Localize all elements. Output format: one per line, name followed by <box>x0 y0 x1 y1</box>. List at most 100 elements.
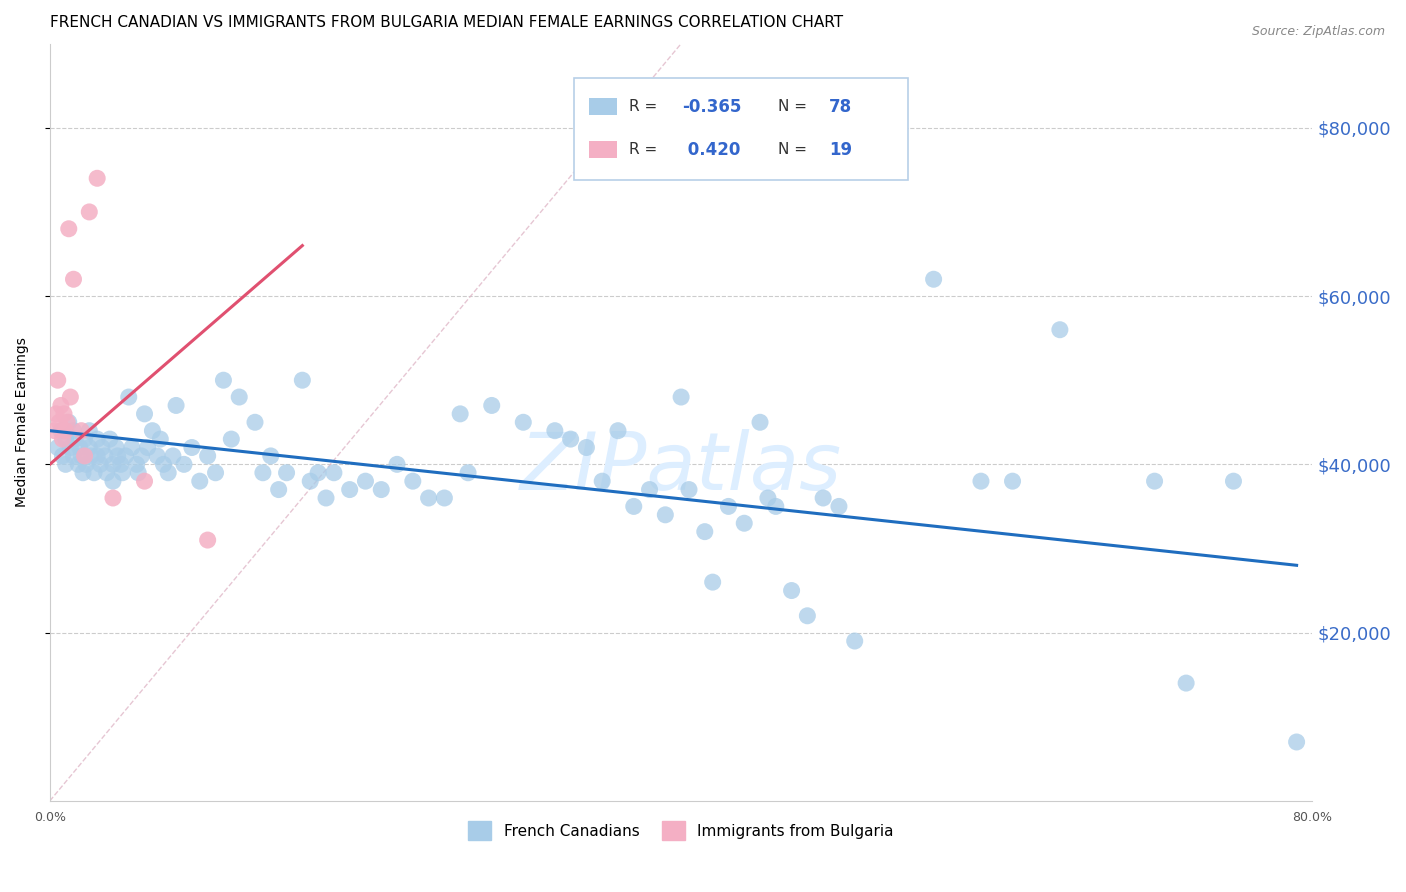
Text: FRENCH CANADIAN VS IMMIGRANTS FROM BULGARIA MEDIAN FEMALE EARNINGS CORRELATION C: FRENCH CANADIAN VS IMMIGRANTS FROM BULGA… <box>49 15 844 30</box>
Point <box>101 458 124 472</box>
Point <box>173 458 195 472</box>
Point <box>197 533 219 547</box>
Point <box>45 407 67 421</box>
Point <box>62 424 84 438</box>
Point <box>260 449 283 463</box>
Text: 0.420: 0.420 <box>682 141 741 159</box>
Point <box>481 399 503 413</box>
Point <box>90 441 112 455</box>
Point <box>69 441 91 455</box>
Point <box>299 474 322 488</box>
Point <box>307 466 329 480</box>
Point <box>165 399 187 413</box>
Point <box>780 583 803 598</box>
Point <box>62 449 84 463</box>
Point <box>560 432 582 446</box>
Point <box>1175 676 1198 690</box>
Point <box>221 432 243 446</box>
Point <box>678 483 700 497</box>
Point <box>607 424 630 438</box>
Point <box>141 424 163 438</box>
Point <box>86 171 108 186</box>
Point <box>118 390 141 404</box>
Point <box>749 415 772 429</box>
Point <box>654 508 676 522</box>
Point <box>107 449 129 463</box>
Point <box>402 474 425 488</box>
Point <box>46 441 69 455</box>
Point <box>110 458 132 472</box>
Point <box>669 390 692 404</box>
Point <box>385 458 408 472</box>
Text: 19: 19 <box>828 141 852 159</box>
Point <box>59 390 82 404</box>
Point <box>72 466 94 480</box>
Point <box>370 483 392 497</box>
Point <box>152 458 174 472</box>
Point <box>922 272 945 286</box>
Point <box>98 432 121 446</box>
Point <box>188 474 211 488</box>
Text: ZIPatlas: ZIPatlas <box>520 429 842 507</box>
Point <box>339 483 361 497</box>
Point <box>53 407 76 421</box>
Point <box>56 415 79 429</box>
Point <box>765 500 787 514</box>
Point <box>79 441 101 455</box>
Bar <box>589 141 617 158</box>
Point <box>717 500 740 514</box>
Point <box>544 424 567 438</box>
Point <box>252 466 274 480</box>
Point <box>591 474 613 488</box>
Point <box>101 491 124 505</box>
Point <box>149 432 172 446</box>
Point <box>134 474 156 488</box>
Point <box>70 424 93 438</box>
Point <box>80 449 103 463</box>
Point <box>136 441 159 455</box>
Point <box>83 466 105 480</box>
Point <box>575 441 598 455</box>
Point <box>693 524 716 539</box>
Point <box>94 449 117 463</box>
Point <box>146 449 169 463</box>
Point <box>121 441 143 455</box>
Point <box>322 466 344 480</box>
Point <box>457 466 479 480</box>
Point <box>125 458 148 472</box>
Point <box>267 483 290 497</box>
Point <box>134 407 156 421</box>
Point <box>79 205 101 219</box>
Point <box>49 424 72 438</box>
Point <box>131 449 153 463</box>
Point <box>291 373 314 387</box>
Text: Source: ZipAtlas.com: Source: ZipAtlas.com <box>1251 25 1385 38</box>
Point <box>1285 735 1308 749</box>
Point <box>228 390 250 404</box>
Point <box>58 415 80 429</box>
Point <box>96 466 118 480</box>
Point <box>276 466 298 480</box>
Point <box>756 491 779 505</box>
Point <box>828 500 851 514</box>
Point <box>46 373 69 387</box>
Point <box>114 449 136 463</box>
Point <box>162 449 184 463</box>
Point <box>354 474 377 488</box>
Point <box>512 415 534 429</box>
Point <box>733 516 755 531</box>
Point <box>79 424 101 438</box>
Point <box>51 449 73 463</box>
Point <box>75 458 97 472</box>
Point <box>449 407 471 421</box>
Point <box>204 466 226 480</box>
Point <box>73 432 96 446</box>
Point <box>59 441 82 455</box>
Point <box>1001 474 1024 488</box>
Point <box>796 608 818 623</box>
Point <box>58 221 80 235</box>
Point <box>67 458 90 472</box>
Point <box>1222 474 1244 488</box>
Point <box>418 491 440 505</box>
Point <box>180 441 202 455</box>
